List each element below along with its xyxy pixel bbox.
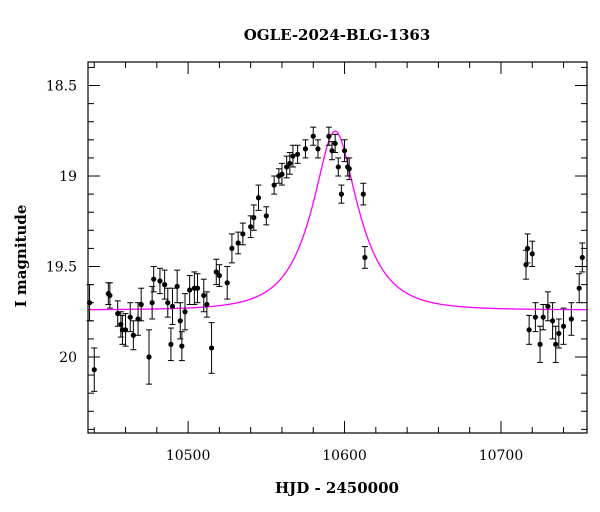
data-point	[194, 285, 201, 291]
data-point	[91, 367, 97, 373]
data-point	[135, 316, 141, 322]
data-point	[157, 278, 163, 284]
data-point	[169, 303, 176, 309]
x-tick-label: 10500	[166, 448, 211, 464]
data-point	[524, 245, 531, 252]
data-point	[201, 292, 207, 299]
data-point	[529, 251, 535, 257]
y-tick-label: 19	[59, 169, 77, 185]
data-point	[179, 343, 185, 349]
axis-tick-labels: 10500 10600 10700 18.5 19 19.5 20	[46, 79, 523, 464]
model-curve	[88, 130, 587, 311]
data-point	[208, 345, 215, 351]
plot-frame	[87, 61, 588, 434]
data-point	[149, 300, 155, 306]
data-point	[360, 191, 366, 197]
data-point	[553, 341, 559, 347]
data-point	[146, 354, 152, 360]
y-axis-label: I magnitude	[12, 205, 30, 308]
data-point	[213, 269, 219, 275]
y-tick-label: 19.5	[46, 260, 77, 276]
data-point	[235, 240, 241, 246]
data-point	[540, 314, 546, 320]
data-point	[107, 292, 113, 299]
axis-ticks	[88, 62, 587, 433]
data-point	[229, 245, 235, 252]
data-point	[302, 146, 309, 152]
model-layer	[88, 130, 587, 311]
data-point	[182, 309, 188, 315]
data-point	[284, 164, 290, 170]
data-point	[310, 133, 316, 139]
data-point	[346, 166, 352, 172]
data-point	[177, 318, 183, 324]
data-point	[118, 321, 124, 328]
data-point	[138, 301, 144, 308]
data-point	[537, 341, 543, 347]
x-axis-label: HJD - 2450000	[275, 479, 399, 497]
data-point	[568, 316, 574, 322]
data-point	[216, 272, 222, 279]
data-point	[122, 327, 129, 333]
data-point	[560, 323, 567, 329]
x-tick-label: 10700	[479, 448, 524, 464]
data-points	[86, 133, 585, 373]
data-point	[295, 151, 301, 157]
data-point	[335, 164, 341, 170]
data-point	[315, 146, 321, 152]
data-point	[204, 301, 210, 308]
data-point	[271, 182, 277, 188]
data-point	[279, 171, 285, 177]
data-point	[151, 276, 157, 282]
data-point	[332, 140, 338, 147]
data-point	[549, 318, 556, 324]
y-tick-label: 18.5	[46, 79, 77, 95]
data-point	[545, 303, 551, 309]
data-point	[341, 148, 348, 154]
data-point	[290, 153, 296, 159]
data-point	[579, 254, 585, 261]
data-point	[287, 160, 293, 166]
data-point	[362, 254, 368, 261]
x-tick-label: 10600	[322, 448, 367, 464]
data-point	[263, 213, 269, 219]
data-point	[224, 280, 230, 286]
data-point	[526, 327, 532, 333]
data-point	[240, 231, 246, 237]
data-point	[556, 330, 562, 337]
data-point	[255, 195, 262, 201]
data-point	[127, 314, 133, 320]
data-point	[338, 191, 345, 197]
data-point	[165, 300, 171, 306]
data-point	[523, 262, 529, 268]
data-point	[115, 310, 121, 317]
data-point	[174, 283, 180, 290]
data-point	[326, 133, 332, 139]
data-point	[130, 332, 136, 338]
data-point	[576, 285, 582, 291]
data-point	[162, 282, 168, 288]
chart-title: OGLE-2024-BLG-1363	[244, 26, 431, 44]
data-point	[187, 287, 193, 293]
data-point	[251, 215, 257, 221]
data-point	[168, 341, 174, 347]
data-point	[329, 148, 335, 154]
y-tick-label: 20	[59, 350, 77, 366]
data-point	[532, 314, 538, 320]
data-point	[248, 224, 254, 230]
